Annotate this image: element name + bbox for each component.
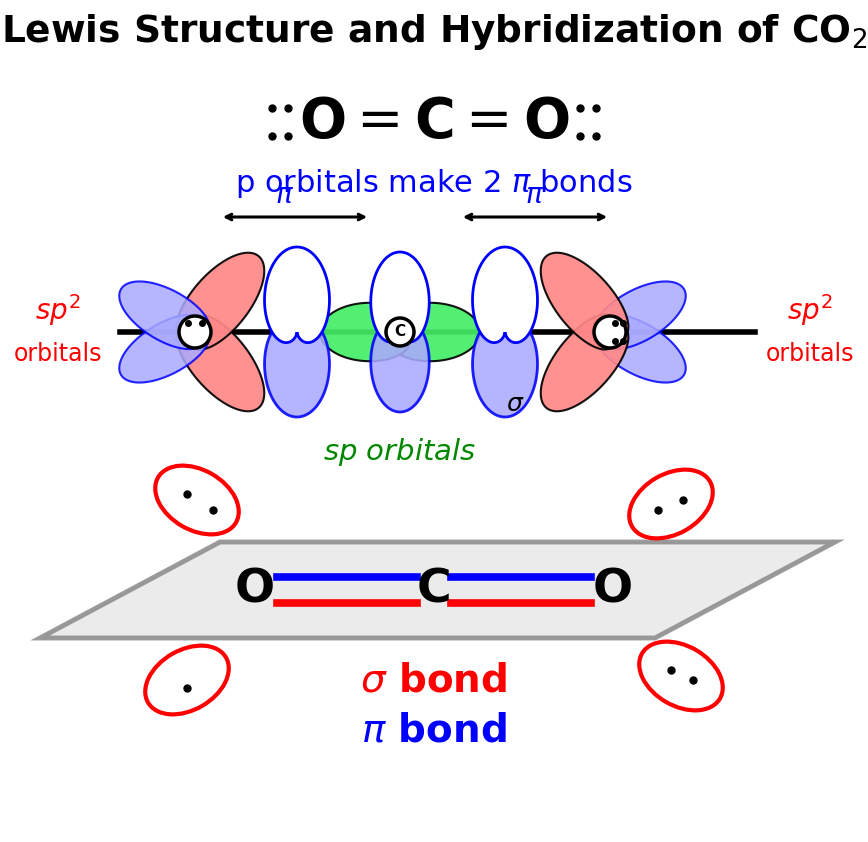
Polygon shape	[177, 253, 264, 349]
Text: O: O	[235, 568, 275, 612]
Polygon shape	[390, 303, 480, 361]
Text: O$=$C$=$O: O$=$C$=$O	[299, 95, 569, 149]
Polygon shape	[119, 315, 209, 382]
Ellipse shape	[639, 642, 723, 711]
Text: $\pi$: $\pi$	[275, 181, 294, 209]
Text: Lewis Structure and Hybridization of CO$_2$: Lewis Structure and Hybridization of CO$…	[1, 12, 867, 52]
Polygon shape	[265, 247, 330, 343]
Polygon shape	[40, 542, 835, 638]
Ellipse shape	[155, 466, 239, 535]
Polygon shape	[320, 303, 410, 361]
Text: $\pi$ bond: $\pi$ bond	[361, 711, 507, 749]
Text: $\sigma$ bond: $\sigma$ bond	[360, 661, 508, 699]
Circle shape	[386, 318, 414, 346]
Text: $\sigma$: $\sigma$	[506, 392, 524, 416]
Circle shape	[179, 316, 211, 348]
Text: orbitals: orbitals	[14, 342, 102, 366]
Polygon shape	[371, 322, 430, 412]
Text: $\pi$: $\pi$	[525, 181, 544, 209]
Polygon shape	[265, 322, 330, 417]
Polygon shape	[472, 247, 537, 343]
Text: orbitals: orbitals	[766, 342, 854, 366]
Polygon shape	[595, 281, 686, 349]
Text: $sp^2$: $sp^2$	[35, 292, 81, 328]
Circle shape	[594, 316, 626, 348]
Polygon shape	[177, 315, 264, 411]
Polygon shape	[541, 315, 628, 411]
Ellipse shape	[145, 646, 229, 714]
Text: p orbitals make 2 $\pi$ bonds: p orbitals make 2 $\pi$ bonds	[235, 168, 633, 200]
Text: $sp$ orbitals: $sp$ orbitals	[324, 436, 477, 468]
Text: C: C	[394, 324, 405, 339]
Polygon shape	[371, 252, 430, 342]
Text: C: C	[417, 568, 451, 612]
Polygon shape	[541, 253, 628, 349]
Polygon shape	[119, 281, 209, 349]
Polygon shape	[472, 322, 537, 417]
Ellipse shape	[629, 470, 713, 538]
Text: O: O	[593, 568, 633, 612]
Polygon shape	[595, 315, 686, 382]
Text: $sp^2$: $sp^2$	[787, 292, 833, 328]
